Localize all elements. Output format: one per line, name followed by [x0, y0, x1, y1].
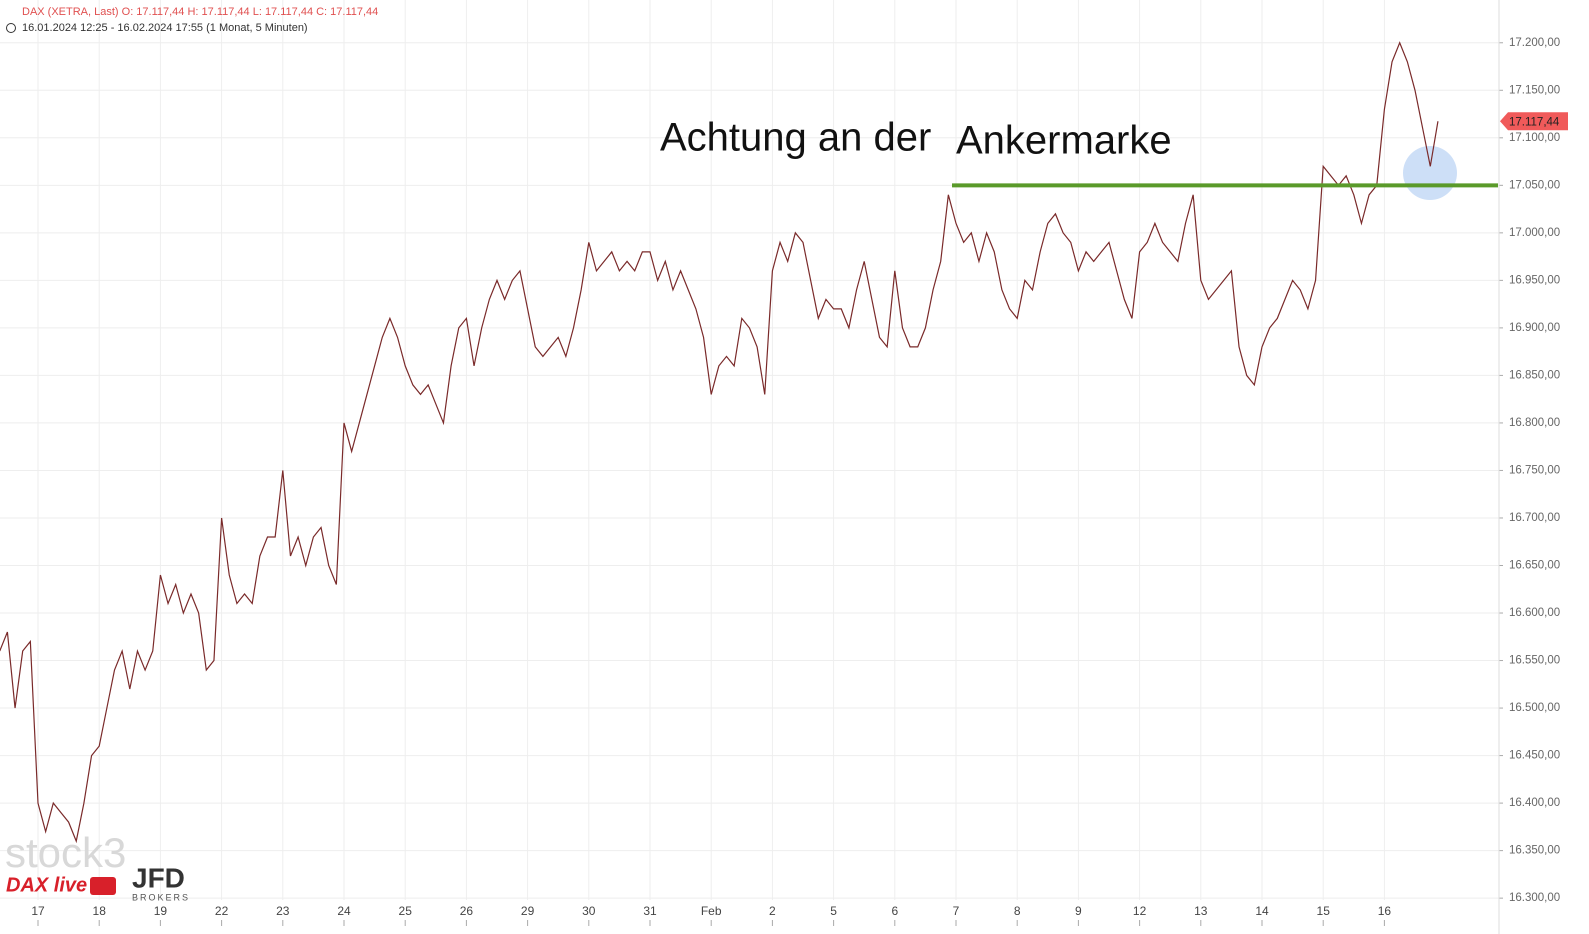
annotation: Ankermarke	[956, 119, 1172, 163]
x-tick-label: 25	[399, 904, 413, 918]
y-tick-label: 17.200,00	[1509, 37, 1560, 49]
x-tick-label: 13	[1194, 904, 1208, 918]
x-tick-label: 15	[1317, 904, 1331, 918]
price-tag	[1500, 112, 1568, 131]
x-tick-label: 19	[154, 904, 168, 918]
x-tick-label: Feb	[701, 904, 722, 918]
x-tick-label: 5	[830, 904, 837, 918]
y-tick-label: 16.850,00	[1509, 369, 1560, 381]
x-tick-label: 8	[1014, 904, 1021, 918]
chart-subtitle: 16.01.2024 12:25 - 16.02.2024 17:55 (1 M…	[22, 22, 308, 34]
y-tick-label: 16.750,00	[1509, 464, 1560, 476]
y-tick-label: 17.000,00	[1509, 227, 1560, 239]
y-tick-label: 16.350,00	[1509, 845, 1560, 857]
x-tick-label: 26	[460, 904, 474, 918]
y-tick-label: 16.800,00	[1509, 417, 1560, 429]
y-tick-label: 16.700,00	[1509, 512, 1560, 524]
y-tick-label: 16.650,00	[1509, 560, 1560, 572]
y-tick-label: 16.600,00	[1509, 607, 1560, 619]
y-tick-label: 16.900,00	[1509, 322, 1560, 334]
x-tick-label: 29	[521, 904, 535, 918]
price-tag-label: 17.117,44	[1509, 116, 1560, 128]
y-tick-label: 17.150,00	[1509, 84, 1560, 96]
x-tick-label: 6	[891, 904, 898, 918]
x-tick-label: 2	[769, 904, 776, 918]
x-tick-label: 17	[31, 904, 45, 918]
price-line	[0, 41, 1439, 844]
y-tick-label: 16.400,00	[1509, 797, 1560, 809]
y-tick-label: 16.950,00	[1509, 274, 1560, 286]
brand-logo: BROKERS	[132, 892, 190, 902]
chart-title: DAX (XETRA, Last) O: 17.117,44 H: 17.117…	[22, 6, 378, 18]
annotation: Achtung an der	[660, 116, 931, 160]
play-icon	[90, 877, 116, 895]
x-tick-label: 18	[93, 904, 107, 918]
x-tick-label: 22	[215, 904, 229, 918]
y-tick-label: 16.500,00	[1509, 702, 1560, 714]
y-tick-label: 16.300,00	[1509, 892, 1560, 904]
y-tick-label: 16.550,00	[1509, 655, 1560, 667]
x-tick-label: 16	[1378, 904, 1392, 918]
y-tick-label: 17.050,00	[1509, 179, 1560, 191]
x-tick-label: 7	[953, 904, 960, 918]
clock-icon	[6, 23, 16, 33]
x-tick-label: 30	[582, 904, 596, 918]
x-tick-label: 31	[643, 904, 657, 918]
brand-logo: DAX live	[6, 874, 87, 896]
y-tick-label: 16.450,00	[1509, 750, 1560, 762]
brand-logo: stock3	[5, 829, 126, 876]
x-tick-label: 24	[337, 904, 351, 918]
x-tick-label: 23	[276, 904, 290, 918]
x-tick-label: 9	[1075, 904, 1082, 918]
highlight-circle	[1403, 146, 1457, 200]
x-tick-label: 12	[1133, 904, 1147, 918]
x-tick-label: 14	[1255, 904, 1269, 918]
brand-logo: JFD	[132, 862, 185, 893]
y-tick-label: 17.100,00	[1509, 132, 1560, 144]
